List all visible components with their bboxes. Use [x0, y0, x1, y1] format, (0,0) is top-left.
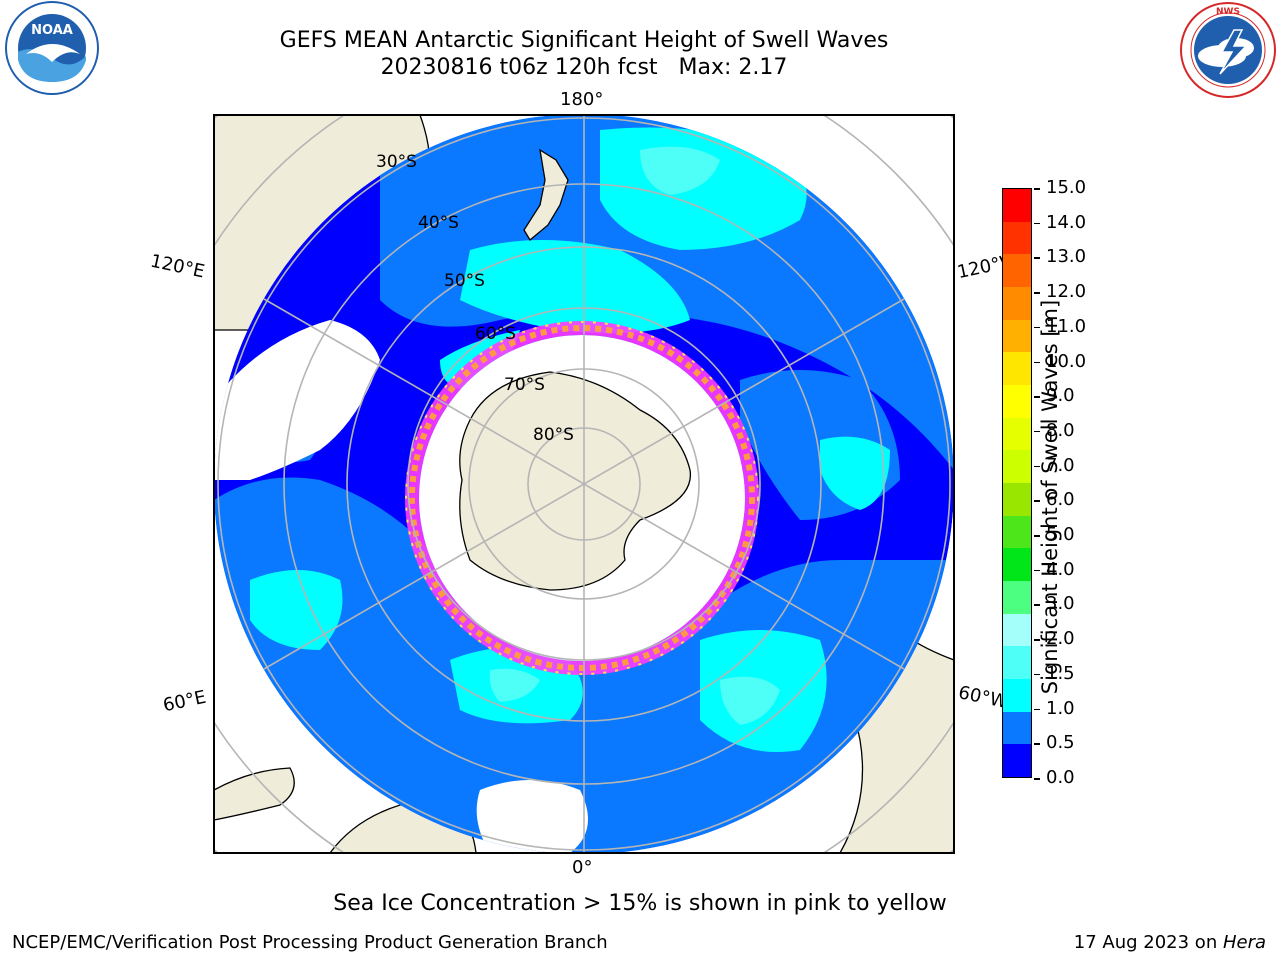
colorbar-segment: [1003, 580, 1031, 614]
colorbar-tick-mark: [1034, 639, 1040, 641]
colorbar-tick-label: 6.0: [1046, 489, 1075, 511]
colorbar-tick-mark: [1034, 465, 1040, 468]
colorbar-tick-mark: [1034, 396, 1040, 398]
noaa-logo: NOAA: [5, 1, 99, 95]
colorbar-tick-mark: [1034, 500, 1040, 502]
colorbar-tick-mark: [1034, 743, 1040, 745]
sea-ice-caption: Sea Ice Concentration > 15% is shown in …: [333, 891, 947, 916]
colorbar-segment: [1003, 352, 1031, 385]
colorbar-tick-label: 12.0: [1046, 281, 1087, 303]
colorbar-segment: [1003, 482, 1031, 516]
colorbar-segment: [1003, 450, 1031, 483]
colorbar-segment: [1003, 515, 1031, 549]
colorbar-segment: [1003, 613, 1031, 647]
colorbar-tick-mark: [1034, 326, 1040, 329]
colorbar-segment: [1003, 548, 1031, 581]
max-value: Max: 2.17: [678, 55, 788, 80]
colorbar-tick-label: 8.0: [1046, 419, 1075, 441]
colorbar-tick-label: 13.0: [1046, 246, 1087, 268]
colorbar-tick-label: 10.0: [1046, 350, 1087, 372]
colorbar-tick-mark: [1034, 569, 1040, 572]
colorbar-tick-label: 7.0: [1046, 454, 1075, 476]
noaa-logo-text: NOAA: [31, 23, 73, 38]
colorbar-tick-label: 0.5: [1046, 732, 1075, 754]
lon-label-180: 180°: [560, 89, 604, 110]
colorbar-tick-mark: [1034, 778, 1040, 780]
colorbar-tick-mark: [1034, 708, 1040, 711]
svg-text:NWS: NWS: [1216, 7, 1240, 17]
colorbar-tick-label: 1.0: [1046, 697, 1075, 719]
colorbar-segment: [1003, 254, 1031, 287]
colorbar-tick-mark: [1034, 222, 1040, 225]
footer-date: 17 Aug 2023 on Hera: [1074, 932, 1266, 953]
colorbar-segment: [1003, 744, 1031, 777]
footer-date-text: 17 Aug 2023 on: [1073, 932, 1223, 953]
lat-label-40s: 40°S: [418, 213, 459, 233]
colorbar-segment: [1003, 188, 1031, 222]
colorbar-tick-label: 4.0: [1046, 558, 1075, 580]
colorbar-segment: [1003, 646, 1031, 679]
colorbar-tick-mark: [1034, 188, 1040, 190]
colorbar-segment: [1003, 711, 1031, 745]
footer-machine: Hera: [1222, 932, 1266, 953]
colorbar-tick-label: 9.0: [1046, 385, 1075, 407]
colorbar-tick-mark: [1034, 292, 1040, 294]
lon-label-0: 0°: [572, 857, 593, 878]
colorbar-segment: [1003, 417, 1031, 451]
colorbar-segment: [1003, 221, 1031, 255]
lat-label-80s: 80°S: [533, 425, 574, 445]
lat-label-60s: 60°S: [475, 324, 516, 344]
lat-label-50s: 50°S: [444, 271, 485, 291]
colorbar: [1002, 188, 1032, 778]
colorbar-tick-mark: [1034, 604, 1040, 606]
colorbar-tick-label: 5.0: [1046, 524, 1075, 546]
colorbar-label: Significant Height of Swell Waves [m]: [1038, 299, 1062, 695]
footer-branch: NCEP/EMC/Verification Post Processing Pr…: [12, 932, 608, 953]
lat-label-30s: 30°S: [376, 152, 417, 172]
ocean-field: [214, 115, 954, 853]
colorbar-segment: [1003, 678, 1031, 712]
colorbar-tick-label: 0.0: [1046, 767, 1075, 788]
colorbar-tick-label: 1.5: [1046, 662, 1075, 684]
nws-logo: NWS: [1180, 2, 1276, 98]
colorbar-tick-mark: [1034, 430, 1040, 433]
colorbar-tick-mark: [1034, 673, 1040, 676]
run-info: 20230816 t06z 120h fcst: [380, 55, 658, 80]
colorbar-segment: [1003, 319, 1031, 353]
colorbar-tick-mark: [1034, 257, 1040, 259]
colorbar-segment: [1003, 286, 1031, 320]
colorbar-tick-label: 2.0: [1046, 628, 1075, 650]
colorbar-tick-label: 14.0: [1046, 211, 1087, 233]
colorbar-tick-label: 15.0: [1046, 177, 1087, 198]
colorbar-tick-mark: [1034, 361, 1040, 364]
colorbar-segment: [1003, 384, 1031, 418]
colorbar-tick-label: 11.0: [1046, 315, 1087, 337]
lat-label-70s: 70°S: [504, 375, 545, 395]
colorbar-tick-mark: [1034, 535, 1040, 537]
chart-title: GEFS MEAN Antarctic Significant Height o…: [279, 28, 889, 53]
chart-subtitle: 20230816 t06z 120h fcst Max: 2.17: [0, 55, 1168, 81]
colorbar-tick-label: 3.0: [1046, 593, 1075, 615]
map-frame: [213, 114, 955, 854]
